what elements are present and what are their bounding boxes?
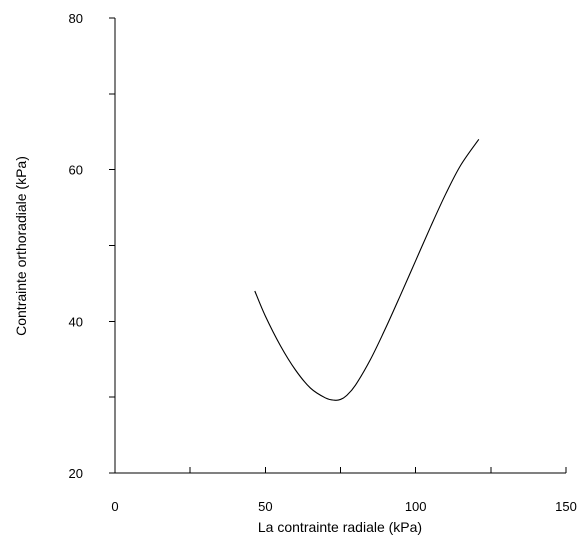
- chart-series: [254, 139, 480, 401]
- x-tick-label: 50: [258, 499, 272, 514]
- chart-ticks: [109, 17, 567, 474]
- y-tick-label: 40: [69, 314, 83, 329]
- chart-tick-labels: 0 50 100 150 20 40 60 80: [69, 11, 577, 514]
- x-tick-label: 150: [555, 499, 577, 514]
- x-tick-label: 100: [405, 499, 427, 514]
- y-tick-label: 60: [69, 163, 83, 178]
- y-tick-label: 20: [69, 466, 83, 481]
- y-tick-label: 80: [69, 11, 83, 26]
- x-axis-label: La contrainte radiale (kPa): [258, 519, 422, 535]
- x-tick-label: 0: [111, 499, 118, 514]
- y-axis-label: Contrainte orthoradiale (kPa): [13, 156, 29, 336]
- chart-axes: [114, 18, 566, 474]
- series-line-0: [254, 139, 480, 401]
